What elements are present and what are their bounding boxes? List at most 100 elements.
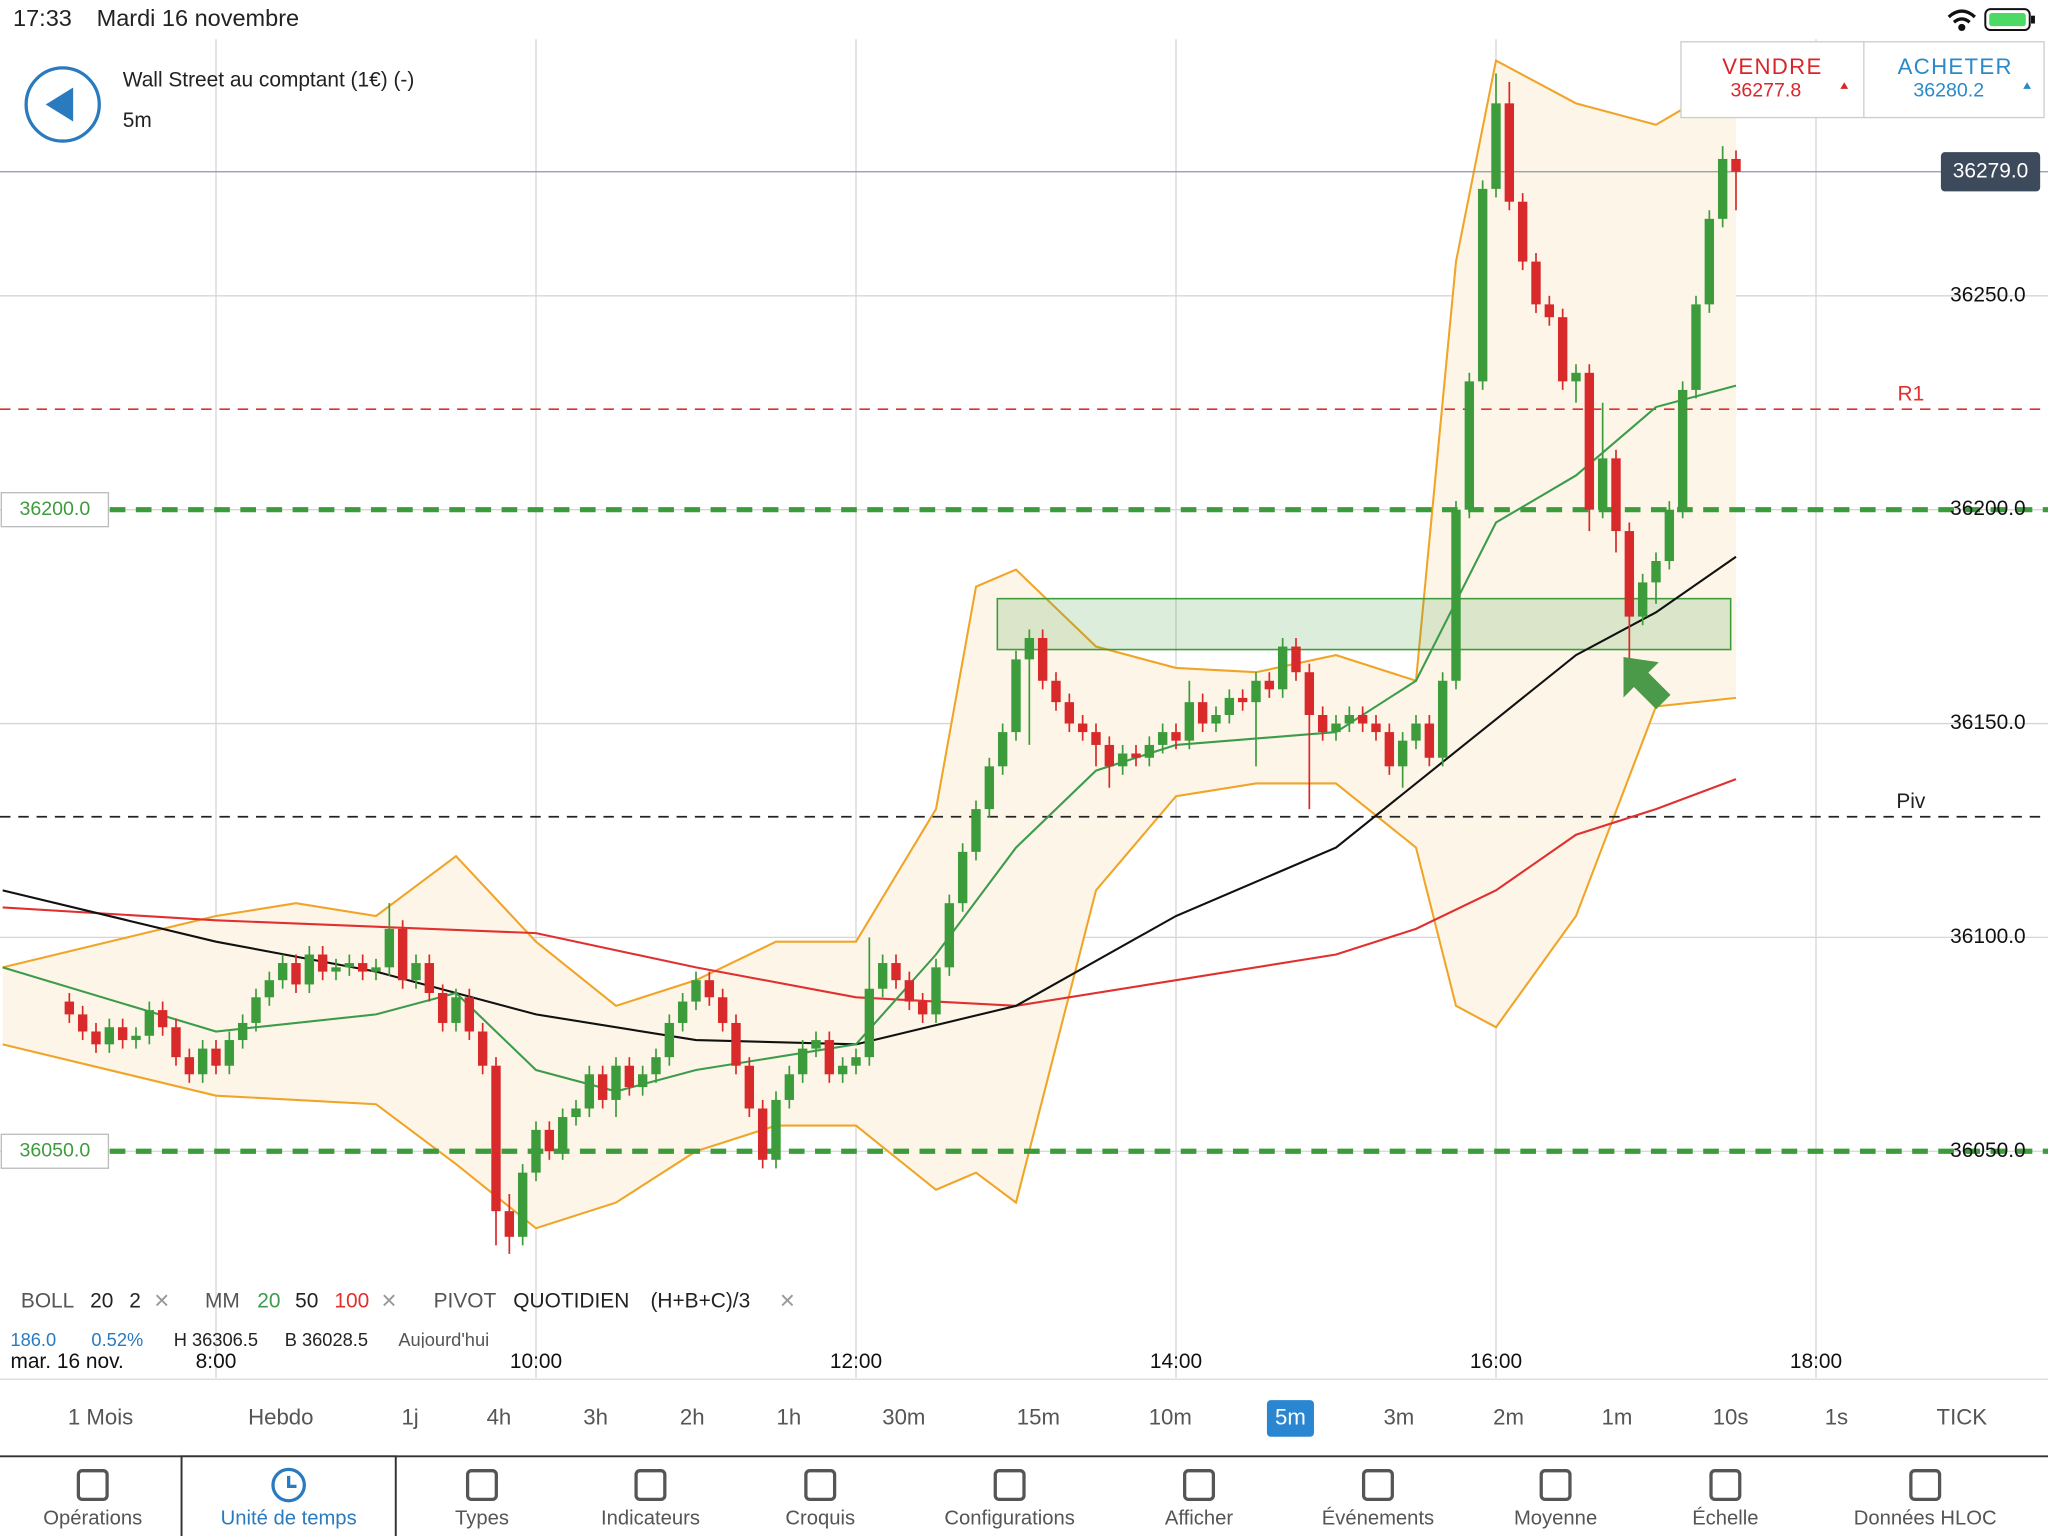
instrument-name: Wall Street au comptant (1€) (-) — [123, 68, 415, 91]
candle-body — [1597, 458, 1608, 510]
y-tick-label: 36200.0 — [1950, 497, 2025, 520]
stats-row: 186.0 0.52% H 36306.5 B 36028.5 Aujourd'… — [10, 1329, 489, 1350]
toolbar-button[interactable]: Unité de temps — [221, 1507, 357, 1529]
pivot-formula: (H+B+C)/3 — [650, 1290, 750, 1313]
candle-body — [237, 1022, 248, 1041]
timeframe-tab[interactable]: 1s — [1825, 1404, 1848, 1429]
buy-button[interactable]: ACHETER 36280.2 — [1898, 54, 2032, 102]
timeframe-tab[interactable]: 2m — [1493, 1404, 1524, 1429]
candle-body — [1291, 646, 1301, 673]
toolbar-button[interactable]: Configurations — [944, 1507, 1074, 1529]
toolbar-button[interactable]: Moyenne — [1514, 1507, 1597, 1529]
x-tick-label: 14:00 — [1150, 1350, 1202, 1373]
timeframe-tab[interactable]: 3m — [1383, 1404, 1414, 1429]
tool-icon — [76, 1469, 109, 1502]
candle-body — [77, 1014, 88, 1032]
candle-body — [624, 1065, 635, 1088]
candle-body — [317, 954, 328, 972]
candle-body — [731, 1022, 741, 1066]
tool-icon — [1183, 1469, 1216, 1502]
close-icon[interactable]: × — [381, 1285, 396, 1315]
sell-price: 36277.8 — [1730, 80, 1801, 102]
candle-body — [1011, 659, 1021, 733]
status-date: Mardi 16 novembre — [97, 5, 299, 31]
tool-icon — [1361, 1469, 1394, 1502]
timeframe-tab[interactable]: 1 Mois — [68, 1404, 133, 1429]
candle-body — [1024, 637, 1035, 660]
candle-body — [211, 1048, 221, 1066]
candle-body — [1037, 637, 1048, 681]
candle-body — [1157, 732, 1168, 745]
timeframe-tab[interactable]: TICK — [1937, 1404, 1988, 1429]
x-tick-label: 8:00 — [196, 1350, 237, 1373]
candle-body — [651, 1057, 661, 1075]
y-tick-label: 36250.0 — [1950, 283, 2025, 306]
moving-average — [2, 778, 1737, 1007]
candle-body — [384, 928, 395, 968]
toolbar-button[interactable]: Croquis — [785, 1507, 855, 1529]
candle-body — [1464, 381, 1475, 510]
candle-body — [1237, 697, 1248, 703]
toolbar-button[interactable]: Échelle — [1692, 1506, 1758, 1529]
timeframe-tab[interactable]: 10s — [1713, 1404, 1749, 1429]
toolbar-button[interactable]: Opérations — [43, 1507, 142, 1529]
candle-body — [1371, 723, 1381, 733]
candle-body — [504, 1211, 515, 1237]
timeframe-tab[interactable]: 1j — [401, 1404, 418, 1429]
tool-icon — [465, 1469, 498, 1502]
candle-body — [91, 1031, 101, 1045]
candle-body — [1064, 702, 1075, 724]
sell-button[interactable]: VENDRE 36277.8 — [1722, 54, 1849, 102]
timeframe-tab[interactable]: 10m — [1149, 1404, 1192, 1429]
timeframe-tab[interactable]: 30m — [882, 1404, 925, 1429]
timeframe-tab[interactable]: 1h — [777, 1404, 802, 1429]
timeframe-tab[interactable]: 15m — [1017, 1404, 1060, 1429]
buy-price: 36280.2 — [1913, 80, 1984, 102]
alert-label: 36200.0 — [19, 498, 90, 520]
timeframe-tab[interactable]: 4h — [487, 1404, 512, 1429]
candle-body — [1304, 672, 1315, 715]
toolbar-button[interactable]: Événements — [1322, 1506, 1434, 1529]
tool-icon — [993, 1469, 1026, 1502]
tool-icon — [287, 1475, 297, 1488]
timeframe-tab[interactable]: 5m — [1275, 1404, 1306, 1429]
buy-label: ACHETER — [1898, 54, 2013, 79]
timeframe-tab[interactable]: 3h — [583, 1404, 608, 1429]
candle-body — [531, 1129, 541, 1173]
timeframe-tab[interactable]: 1m — [1602, 1404, 1633, 1429]
candle-body — [371, 967, 381, 972]
y-tick-label: 36050.0 — [1950, 1139, 2025, 1162]
close-icon[interactable]: × — [154, 1285, 169, 1315]
toolbar-button[interactable]: Données HLOC — [1854, 1507, 1997, 1529]
candle-body — [584, 1074, 595, 1109]
back-button[interactable] — [24, 66, 101, 143]
plot-area — [0, 39, 2048, 1378]
close-icon[interactable]: × — [780, 1285, 795, 1315]
pivot-label: PIVOT — [434, 1290, 497, 1313]
candle-body — [1424, 723, 1435, 758]
mm-20: 20 — [257, 1290, 280, 1313]
x-tick-label: 18:00 — [1790, 1350, 1842, 1373]
candle-body — [1224, 697, 1235, 715]
candle-body — [997, 732, 1008, 767]
timeframe-tab[interactable]: Hebdo — [248, 1404, 313, 1429]
candle-body — [251, 997, 261, 1023]
candle-body — [1197, 702, 1208, 724]
candle-body — [104, 1027, 115, 1045]
toolbar-button[interactable]: Afficher — [1165, 1507, 1233, 1529]
candle-body — [1384, 732, 1395, 767]
candle-body — [1557, 317, 1568, 382]
bollinger-lower — [2, 696, 1737, 1230]
candle-body — [1211, 714, 1221, 724]
candle-body — [1264, 680, 1275, 690]
candle-body — [397, 928, 408, 981]
timeframe-tab[interactable]: 2h — [680, 1404, 705, 1429]
candle-body — [704, 980, 715, 998]
stat-low: B 36028.5 — [285, 1329, 368, 1350]
candle-body — [64, 1001, 75, 1015]
candle-body — [411, 963, 421, 981]
toolbar-button[interactable]: Types — [455, 1507, 509, 1529]
toolbar-button[interactable]: Indicateurs — [601, 1507, 700, 1529]
candle-body — [904, 980, 915, 1002]
